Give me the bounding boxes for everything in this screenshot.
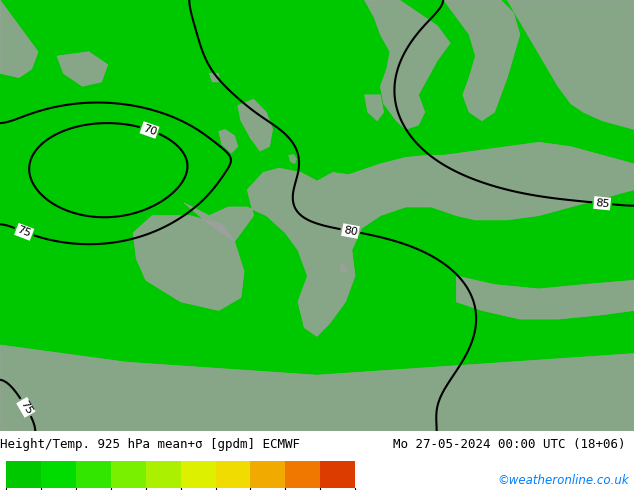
- Bar: [216, 461, 250, 488]
- Text: Height/Temp. 925 hPa mean+σ [gpdm] ECMWF: Height/Temp. 925 hPa mean+σ [gpdm] ECMWF: [0, 438, 300, 451]
- Bar: [76, 461, 111, 488]
- Polygon shape: [184, 142, 634, 336]
- Polygon shape: [0, 345, 634, 431]
- Polygon shape: [444, 0, 520, 121]
- Polygon shape: [365, 0, 450, 129]
- Text: 75: 75: [16, 224, 32, 239]
- Polygon shape: [133, 216, 244, 311]
- Bar: [41, 461, 76, 488]
- Polygon shape: [365, 95, 384, 121]
- Bar: [6, 461, 41, 488]
- Polygon shape: [219, 129, 238, 153]
- Text: 85: 85: [595, 197, 610, 209]
- Polygon shape: [238, 99, 273, 151]
- Text: 70: 70: [141, 123, 158, 137]
- Polygon shape: [288, 154, 297, 164]
- Polygon shape: [209, 74, 219, 82]
- Bar: [111, 461, 146, 488]
- Text: ©weatheronline.co.uk: ©weatheronline.co.uk: [498, 474, 629, 487]
- Polygon shape: [57, 52, 108, 86]
- Text: 75: 75: [18, 399, 34, 416]
- Text: Mo 27-05-2024 00:00 UTC (18+06): Mo 27-05-2024 00:00 UTC (18+06): [393, 438, 626, 451]
- Polygon shape: [507, 0, 634, 129]
- Bar: [181, 461, 216, 488]
- Polygon shape: [339, 264, 347, 274]
- Bar: [250, 461, 285, 488]
- Polygon shape: [0, 0, 38, 77]
- Polygon shape: [456, 276, 634, 319]
- Bar: [285, 461, 320, 488]
- Text: 80: 80: [342, 225, 358, 237]
- Bar: [146, 461, 181, 488]
- Bar: [320, 461, 355, 488]
